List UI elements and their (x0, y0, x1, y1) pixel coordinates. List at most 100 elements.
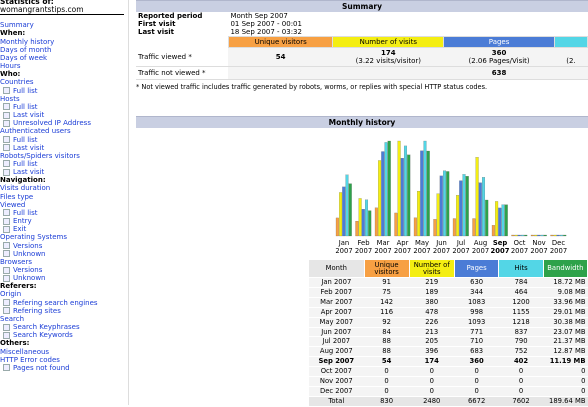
x-tick-label: 2007 (491, 247, 510, 255)
bar-hits-may-2007 (423, 140, 427, 237)
nav-subitem[interactable]: Refering search engines (0, 299, 128, 307)
col-unique-visitors: Unique visitors (363, 259, 410, 278)
cell-pages: 1093 (454, 317, 499, 328)
nav-item[interactable]: Visits duration (0, 184, 51, 193)
nav-item[interactable]: Miscellaneous (0, 347, 50, 356)
bar-unique-visitors-mar-2007 (374, 207, 378, 237)
nav-item[interactable]: Days of week (0, 53, 48, 62)
nav-subitem[interactable]: Versions (0, 242, 128, 250)
traffic-viewed-visits-sub: (3.22 visits/visitor) (355, 56, 421, 65)
x-tick-label: Jun (435, 239, 447, 247)
cell-month: Dec 2007 (308, 386, 365, 397)
cell-hits: 0 (498, 366, 544, 378)
bar-pages-jun-2007 (439, 175, 443, 237)
reported-period-label: Reported period (138, 12, 203, 20)
first-visit-value: 01 Sep 2007 - 00:01 (230, 20, 302, 28)
traffic-not-viewed-visits (332, 66, 444, 80)
cell-hits: 0 (498, 376, 544, 387)
cell-unique: 142 (364, 297, 410, 308)
bar-pages-may-2007 (420, 150, 424, 237)
nav-item[interactable]: Operating Systems (0, 233, 67, 242)
col-hits: Hits (498, 259, 544, 278)
cell-unique: 88 (364, 346, 410, 358)
monthly-history-chart: Jan2007Feb2007Mar2007Apr2007May2007Jun20… (335, 140, 567, 255)
nav-subitem[interactable]: Last visit (0, 144, 128, 152)
nav-subitem[interactable]: Last visit (0, 168, 128, 176)
table-row: Jun 2007 84 213 771 837 23.07 MB (308, 327, 588, 338)
bar-pages-feb-2007 (361, 209, 365, 237)
bar-number-of-visits-aug-2007 (475, 157, 479, 237)
nav-item[interactable]: Summary (0, 21, 34, 30)
cell-pages: 344 (454, 287, 499, 298)
nav-subitem[interactable]: Refering sites (0, 307, 128, 315)
bar-number-of-visits-jan-2007 (339, 192, 343, 237)
x-tick-label: 2007 (433, 247, 450, 255)
cell-month: Jun 2007 (308, 327, 365, 338)
x-tick-label: Jul (456, 239, 465, 247)
cell-visits: 0 (409, 366, 455, 378)
x-tick-label: 2007 (550, 247, 567, 255)
cell-month: Apr 2007 (308, 307, 365, 318)
bar-hits-jul-2007 (462, 174, 466, 237)
cell-bandwidth: 9.08 MB (543, 287, 588, 298)
cell-pages: 710 (454, 336, 499, 348)
cell-month: Feb 2007 (308, 287, 365, 298)
nav-subitem[interactable]: Unknown (0, 250, 128, 258)
x-tick-label: 2007 (335, 247, 352, 255)
nav-subitem[interactable]: Search Keyphrases (0, 323, 128, 331)
nav-item[interactable]: Countries (0, 78, 34, 87)
bar-unique-visitors-jul-2007 (452, 218, 456, 237)
x-tick-label: 2007 (452, 247, 469, 255)
nav-subitem[interactable]: Last visit (0, 111, 128, 119)
nav-item[interactable]: Hosts (0, 94, 20, 103)
x-tick-label: Sep (493, 239, 508, 247)
nav-subitem[interactable]: Full list (0, 209, 128, 217)
nav-subitem[interactable]: Unresolved IP Address (0, 119, 128, 127)
cell-visits: 174 (409, 356, 455, 368)
cell-pages: 0 (454, 386, 499, 397)
nav-item[interactable]: HTTP Error codes (0, 355, 60, 364)
cell-visits: 0 (409, 376, 455, 387)
cell-bandwidth: 12.87 MB (543, 346, 588, 358)
nav-item[interactable]: Browsers (0, 257, 33, 266)
traffic-viewed-visits-cell: 174 (3.22 visits/visitor) (332, 47, 444, 67)
nav-subitem[interactable]: Pages not found (0, 364, 128, 372)
nav-item[interactable]: Monthly history (0, 37, 55, 46)
nav-subitem[interactable]: Exit (0, 225, 128, 233)
cell-month: Nov 2007 (308, 376, 365, 387)
bar-unique-visitors-aug-2007 (472, 218, 476, 237)
traffic-viewed-visits: 174 (381, 48, 396, 57)
cell-pages: 360 (454, 356, 499, 368)
cell-month: Jan 2007 (308, 277, 365, 288)
nav-subitem[interactable]: Search Keywords (0, 331, 128, 339)
table-row: Oct 2007 0 0 0 0 0 (308, 366, 588, 378)
bar-bandwidth-jun-2007 (446, 171, 450, 237)
nav-subitem[interactable]: Versions (0, 266, 128, 274)
nav-subitem[interactable]: Unknown (0, 274, 128, 282)
cell-visits: 213 (409, 327, 455, 338)
table-row: Jan 2007 91 219 630 784 18.72 MB (308, 277, 588, 288)
nav-item[interactable]: Authenticated users (0, 127, 71, 136)
nav-subitem[interactable]: Entry (0, 217, 128, 225)
nav-item[interactable]: Search (0, 314, 25, 323)
nav-item[interactable]: Robots/Spiders visitors (0, 151, 80, 160)
nav-subitem[interactable]: Full list (0, 160, 128, 168)
bar-hits-dec-2007 (560, 234, 564, 237)
cell-bandwidth: 0 (543, 376, 588, 387)
nav-subitem[interactable]: Full list (0, 87, 128, 95)
bar-unique-visitors-nov-2007 (530, 234, 534, 237)
nav-item[interactable]: Hours (0, 62, 21, 71)
nav-item[interactable]: Viewed (0, 200, 26, 209)
cell-month: Oct 2007 (308, 366, 365, 378)
bar-hits-feb-2007 (365, 199, 369, 237)
nav-item[interactable]: Origin (0, 290, 22, 299)
nav-subitem[interactable]: Full list (0, 103, 128, 111)
table-row: Apr 2007 116 478 998 1155 29.01 MB (308, 307, 588, 318)
nav-subitem[interactable]: Full list (0, 136, 128, 144)
table-row: Jul 2007 88 205 710 790 21.37 MB (308, 336, 588, 348)
bar-unique-visitors-oct-2007 (511, 234, 515, 237)
summary-table: Reported period Month Sep 2007 First vis… (136, 12, 588, 80)
nav-item[interactable]: Days of month (0, 45, 52, 54)
bar-bandwidth-aug-2007 (485, 199, 489, 237)
nav-item[interactable]: Files type (0, 192, 34, 201)
